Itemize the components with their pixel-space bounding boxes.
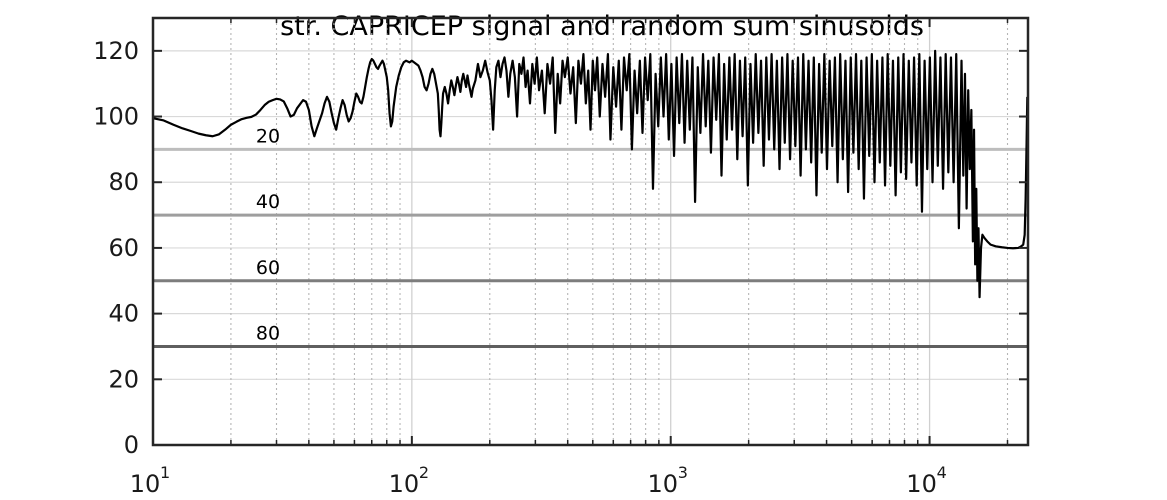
chart-title: str. CAPRICEP signal and random sum sinu… (280, 11, 924, 42)
y-tick-label-80: 80 (108, 168, 139, 196)
x-tick-label-10: 10 (130, 470, 161, 498)
reference-label-60: 60 (256, 257, 280, 279)
x-tick-label-100: 10 (389, 470, 420, 498)
reference-label-40: 40 (256, 191, 280, 213)
x-tick-label-1000: 10 (647, 470, 678, 498)
series-line-spectrum (152, 49, 1029, 299)
y-tick-label-120: 120 (93, 37, 139, 65)
x-tick-exponent-100: 2 (419, 463, 429, 482)
y-tick-label-60: 60 (108, 234, 139, 262)
reference-label-20: 20 (256, 125, 280, 147)
data-series (152, 49, 1029, 299)
plot-frame (151, 16, 1030, 447)
reference-lines: 20 40 60 80 (153, 125, 1028, 348)
x-tick-exponent-1000: 3 (678, 463, 688, 482)
y-tick-label-40: 40 (108, 300, 139, 328)
x-tick-exponent-10000: 4 (937, 463, 947, 482)
x-tick-exponent-10: 1 (160, 463, 170, 482)
reference-label-80: 80 (256, 322, 280, 344)
y-tick-label-20: 20 (108, 365, 139, 393)
y-tick-label-100: 100 (93, 103, 139, 131)
x-tick-label-10000: 10 (906, 470, 937, 498)
y-tick-label-0: 0 (124, 431, 139, 459)
